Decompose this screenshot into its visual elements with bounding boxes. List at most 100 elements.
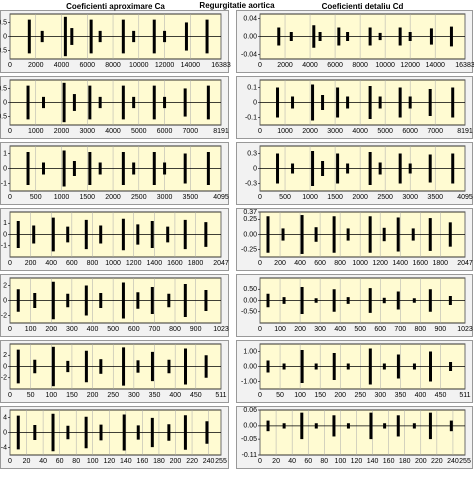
y-tick-label: -2 (1, 312, 7, 319)
y-tick-label: 2 (3, 352, 7, 359)
x-tick-label: 255 (215, 458, 227, 465)
x-tick-label: 150 (66, 392, 78, 399)
x-tick-label: 8000 (352, 62, 368, 69)
y-tick-label: 0 (3, 165, 7, 172)
x-tick-label: 0 (258, 326, 262, 333)
x-tick-label: 0 (8, 458, 12, 465)
x-tick-label: 500 (30, 194, 42, 201)
y-tick-label: 0.00 (243, 423, 257, 430)
x-tick-label: 400 (294, 260, 306, 267)
x-tick-label: 2047 (213, 260, 229, 267)
x-tick-label: 250 (107, 392, 119, 399)
x-tick-label: 3000 (79, 128, 95, 135)
x-tick-label: 300 (375, 392, 387, 399)
x-tick-label: 500 (279, 194, 291, 201)
y-tick-label: 0.37 (243, 209, 257, 216)
x-tick-label: 255 (459, 458, 471, 465)
y-tick-label: 0.04 (243, 15, 257, 22)
x-tick-label: 2500 (131, 194, 147, 201)
y-tick-label: -0.5 (0, 113, 7, 120)
y-tick-label: 0.00 (243, 297, 257, 304)
x-tick-label: 20 (23, 458, 31, 465)
x-tick-label: 300 (128, 392, 140, 399)
y-tick-label: -0.05 (241, 436, 257, 443)
x-tick-label: 0 (8, 260, 12, 267)
y-tick-label: 1.00 (243, 348, 257, 355)
y-tick-label: -4 (1, 444, 7, 451)
x-tick-label: 4000 (302, 62, 318, 69)
y-tick-label: 0.00 (243, 231, 257, 238)
x-tick-label: 12000 (400, 62, 420, 69)
panel-title: Coeficienti detaliu Cd (322, 2, 404, 11)
x-tick-label: 120 (103, 458, 115, 465)
x-tick-label: 4095 (457, 194, 473, 201)
x-tick-label: 1000 (105, 260, 121, 267)
x-tick-label: 3500 (183, 194, 199, 201)
x-tick-label: 160 (383, 458, 395, 465)
x-tick-label: 4000 (105, 128, 121, 135)
x-tick-label: 3000 (157, 194, 173, 201)
y-tick-label: -2 (1, 375, 7, 382)
x-tick-label: 800 (87, 260, 99, 267)
x-tick-label: 5000 (377, 128, 393, 135)
x-tick-label: 250 (354, 392, 366, 399)
x-tick-label: 120 (351, 458, 363, 465)
x-tick-label: 240 (203, 458, 215, 465)
x-tick-label: 200 (45, 326, 57, 333)
x-tick-label: 16383 (211, 62, 231, 69)
y-tick-label: 0.50 (243, 286, 257, 293)
x-tick-label: 1200 (126, 260, 142, 267)
x-tick-label: 400 (87, 326, 99, 333)
y-tick-label: -0.50 (241, 309, 257, 316)
x-tick-label: 400 (334, 326, 346, 333)
y-tick-label: 0 (3, 297, 7, 304)
x-tick-label: 240 (447, 458, 459, 465)
x-tick-label: 12000 (155, 62, 175, 69)
x-tick-label: 6000 (402, 128, 418, 135)
x-tick-label: 200 (294, 326, 306, 333)
x-tick-label: 0 (8, 62, 12, 69)
x-tick-label: 350 (395, 392, 407, 399)
x-tick-label: 20 (272, 458, 280, 465)
y-tick-label: 0.5 (0, 19, 7, 26)
x-tick-label: 0 (8, 326, 12, 333)
x-tick-label: 7000 (427, 128, 443, 135)
x-tick-label: 3000 (402, 194, 418, 201)
x-tick-label: 600 (128, 326, 140, 333)
x-tick-label: 50 (276, 392, 284, 399)
y-tick-label: 0 (3, 363, 7, 370)
x-tick-label: 700 (394, 326, 406, 333)
x-tick-label: 1400 (392, 260, 408, 267)
x-tick-label: 7000 (183, 128, 199, 135)
x-tick-label: 180 (153, 458, 165, 465)
x-tick-label: 1000 (54, 194, 70, 201)
y-tick-label: -0.5 (0, 47, 7, 54)
figure-title: Regurgitatie aortica (199, 1, 275, 10)
x-tick-label: 1500 (80, 194, 96, 201)
y-tick-label: 0.00 (243, 33, 257, 40)
x-tick-label: 50 (27, 392, 35, 399)
y-tick-label: 0.3 (247, 150, 257, 157)
x-tick-label: 100 (45, 392, 57, 399)
x-tick-label: 100 (294, 392, 306, 399)
x-tick-label: 2000 (54, 128, 70, 135)
x-tick-label: 140 (367, 458, 379, 465)
x-tick-label: 900 (190, 326, 202, 333)
x-tick-label: 160 (137, 458, 149, 465)
x-tick-label: 100 (335, 458, 347, 465)
x-tick-label: 0 (8, 392, 12, 399)
x-tick-label: 600 (374, 326, 386, 333)
panel-title: Coeficienti aproximare Ca (66, 2, 165, 11)
x-tick-label: 60 (56, 458, 64, 465)
x-tick-label: 1000 (302, 194, 318, 201)
x-tick-label: 10000 (375, 62, 395, 69)
x-tick-label: 5000 (131, 128, 147, 135)
x-tick-label: 1800 (188, 260, 204, 267)
x-tick-label: 100 (87, 458, 99, 465)
x-tick-label: 220 (431, 458, 443, 465)
y-tick-label: 0.00 (243, 363, 257, 370)
x-tick-label: 60 (304, 458, 312, 465)
